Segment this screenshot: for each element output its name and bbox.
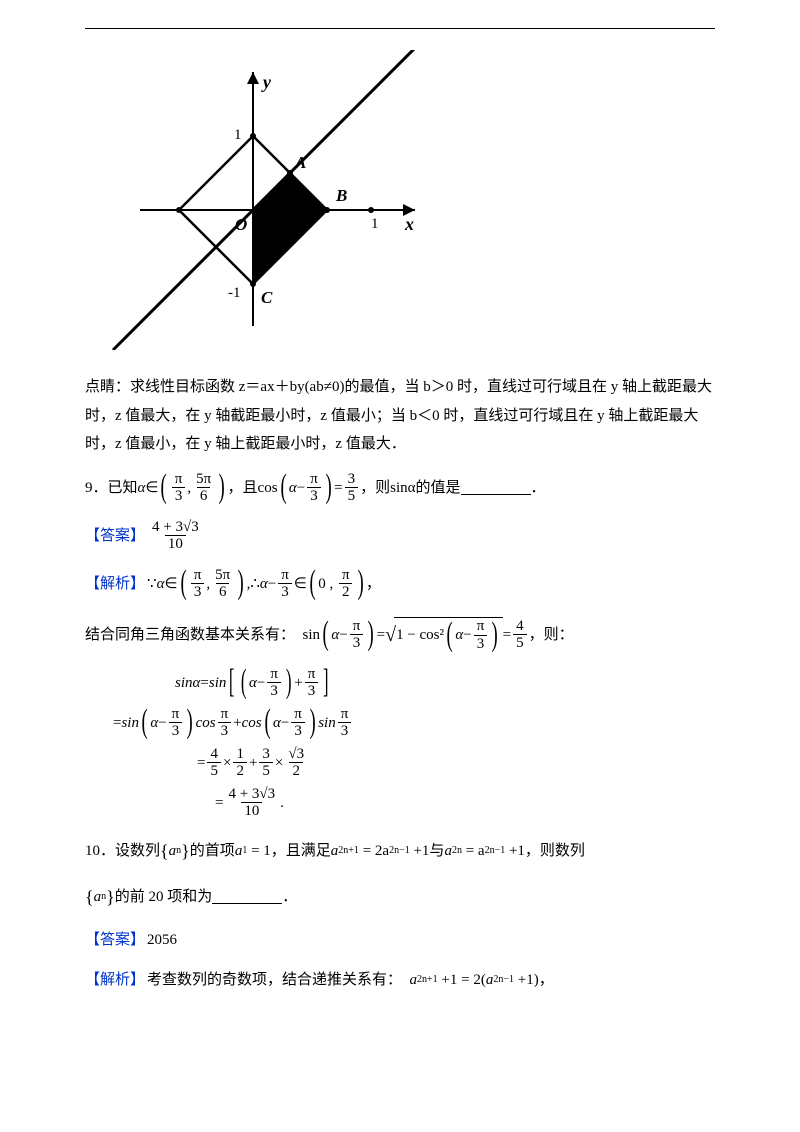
a6: α [455, 620, 463, 650]
ols: 2n+1 [417, 970, 438, 990]
analysis-label-2: 【解析】 [85, 965, 145, 995]
f13: 4 [513, 618, 527, 635]
q10-m1: 的首项 [190, 836, 235, 866]
q9-basic-relation: 结合同角三角函数基本关系有： sin ( α − π3 ) = √1 − cos… [85, 615, 715, 655]
an2: a [94, 882, 102, 912]
pi3n: π [172, 471, 186, 488]
pi3d: 3 [172, 487, 186, 505]
blank-2 [212, 889, 282, 904]
oe: +1) [518, 965, 539, 995]
pi3n2: π [307, 471, 321, 488]
blank-1 [461, 480, 531, 495]
r2ls: 2n [452, 841, 462, 861]
5pi6n: 5π [193, 471, 214, 488]
q10-m3: 与 [429, 836, 444, 866]
ors: 2n−1 [493, 970, 514, 990]
q10-statement-1: 10．设数列 {an} 的首项 a1 = 1 ，且满足 a2n+1 = 2a2n… [85, 833, 715, 869]
f8: 2 [339, 583, 353, 601]
feasible-region-graph: 1 1 -1 y x O A B C [95, 50, 715, 355]
f7: π [339, 567, 353, 584]
basic-rel-text: 结合同角三角函数基本关系有： [85, 620, 295, 650]
svg-text:x: x [404, 214, 414, 234]
q10-ans-val: 2056 [147, 925, 177, 955]
svg-text:1: 1 [234, 127, 242, 143]
a1eq: = 1 [251, 836, 271, 866]
f5: π [278, 567, 292, 584]
f3: 5π [212, 567, 233, 584]
top-rule [85, 28, 715, 29]
q10-m2: ，且满足 [271, 836, 331, 866]
q9-mid2: ，则 [360, 473, 390, 503]
q10-analysis: 【解析】 考查数列的奇数项，结合递推关系有： a2n+1 +1 = 2( a2n… [85, 965, 715, 995]
q9-statement: 9．已知 α ∈ ( π3, 5π6 ) ，且 cos ( α − π3 ) =… [85, 471, 715, 505]
then: ，则： [529, 620, 574, 650]
in2: ∈ [164, 569, 177, 599]
answer-label: 【答案】 [85, 521, 145, 551]
om: +1 = 2( [441, 965, 485, 995]
svg-text:y: y [261, 72, 272, 92]
or: a [486, 965, 494, 995]
analysis-label: 【解析】 [85, 569, 145, 599]
q10-l2a: 的前 20 项和为 [115, 882, 213, 912]
35n: 3 [345, 471, 359, 488]
f6: 3 [278, 583, 292, 601]
alpha3: α [157, 569, 165, 599]
f10: 3 [350, 634, 364, 652]
page-content: 1 1 -1 y x O A B C 点睛：求线性目标函数 z＝ax＋by(ab… [85, 50, 715, 995]
q10-m4: ，则数列 [525, 836, 585, 866]
in-symbol: ∈ [145, 473, 158, 503]
q9-end: 的值是 [415, 473, 460, 503]
sin1: sin [303, 620, 321, 650]
svg-text:1: 1 [371, 216, 379, 232]
r2rs: 2n−1 [485, 841, 506, 861]
q10-pre: 10．设数列 [85, 836, 160, 866]
f11: π [474, 618, 488, 635]
alpha2: α [289, 473, 297, 503]
because: ∵ [147, 569, 157, 599]
svg-text:B: B [335, 186, 347, 205]
ol: a [410, 965, 418, 995]
in3: ∈ [294, 569, 307, 599]
therefore: ∴ [250, 569, 260, 599]
f14: 5 [513, 634, 527, 652]
answer-label-2: 【答案】 [85, 925, 145, 955]
a5: α [331, 620, 339, 650]
f4: 6 [216, 583, 230, 601]
an1: a [169, 836, 177, 866]
q9-derivation: sinα = sin [ ( α − π3 ) + π3 ] = sin (α … [175, 665, 715, 821]
q9-ans-num: 4 + 3√3 [149, 519, 202, 536]
alpha: α [138, 473, 146, 503]
pi3d2: 3 [307, 487, 321, 505]
alpha4: α [260, 569, 268, 599]
cos: cos [258, 473, 278, 503]
q10-answer: 【答案】 2056 [85, 925, 715, 955]
sina: sinα [390, 473, 415, 503]
svg-text:C: C [261, 288, 273, 307]
r1r: = 2a [363, 836, 389, 866]
r1e: +1 [413, 836, 429, 866]
svg-text:-1: -1 [228, 285, 241, 301]
svg-text:A: A [294, 153, 306, 172]
r1ls: 2n+1 [338, 841, 359, 861]
q9-answer: 【答案】 4 + 3√310 [85, 519, 715, 553]
q9-ans-den: 10 [165, 535, 186, 553]
r2r: = a [466, 836, 485, 866]
q10-analysis-text: 考查数列的奇数项，结合递推关系有： [147, 965, 402, 995]
r1l: a [331, 836, 339, 866]
r2l: a [444, 836, 452, 866]
q9-mid1: ，且 [228, 473, 258, 503]
f2: 3 [191, 583, 205, 601]
q10-statement-2: {an} 的前 20 项和为 ． [85, 879, 715, 915]
q9-analysis-1: 【解析】 ∵ α ∈ ( π3, 5π6 ), ∴ α − π3 ∈ ( 0 ,… [85, 567, 715, 601]
dianjing-paragraph: 点睛：求线性目标函数 z＝ax＋by(ab≠0)的最值，当 b＞0 时，直线过可… [85, 373, 715, 459]
r2e: +1 [509, 836, 525, 866]
f1: π [191, 567, 205, 584]
35d: 5 [345, 487, 359, 505]
f12: 3 [474, 635, 488, 653]
5pi6d: 6 [197, 487, 211, 505]
svg-text:O: O [235, 215, 247, 234]
f9: π [350, 618, 364, 635]
r1rs: 2n−1 [389, 841, 410, 861]
q9-pre: 9．已知 [85, 473, 138, 503]
